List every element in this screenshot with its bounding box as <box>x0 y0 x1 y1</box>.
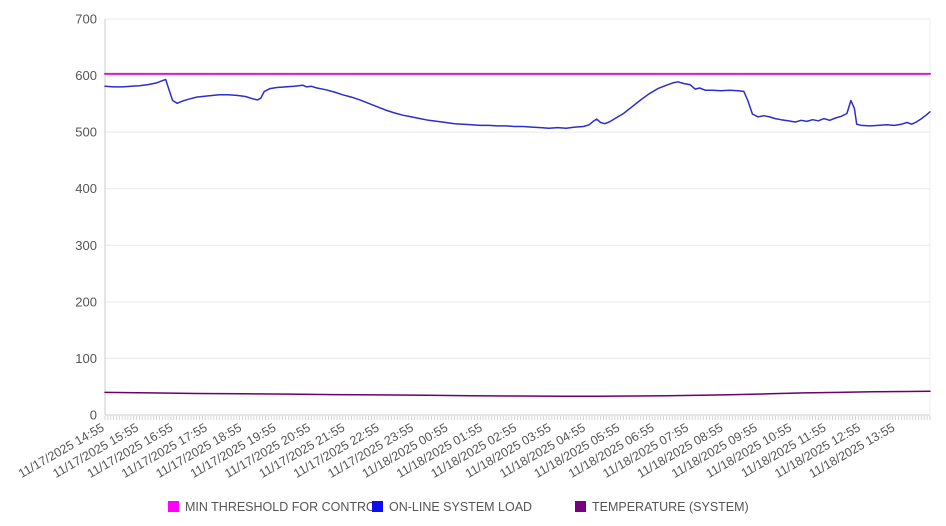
svg-text:400: 400 <box>75 181 97 196</box>
legend-label-online-system-load: ON-LINE SYSTEM LOAD <box>389 499 533 514</box>
svg-text:100: 100 <box>75 351 97 366</box>
legend-label-temperature: TEMPERATURE (SYSTEM) <box>592 499 749 514</box>
online-system-load-swatch-icon <box>372 501 383 512</box>
legend-item-min-threshold[interactable]: MIN THRESHOLD FOR CONTROL <box>168 499 383 514</box>
svg-text:0: 0 <box>90 408 97 423</box>
chart-legend: MIN THRESHOLD FOR CONTROL ON-LINE SYSTEM… <box>0 499 946 517</box>
legend-label-min-threshold: MIN THRESHOLD FOR CONTROL <box>185 499 383 514</box>
svg-text:500: 500 <box>75 125 97 140</box>
legend-item-online-system-load[interactable]: ON-LINE SYSTEM LOAD <box>372 499 532 514</box>
svg-text:300: 300 <box>75 238 97 253</box>
min-threshold-swatch-icon <box>168 501 179 512</box>
legend-item-temperature[interactable]: TEMPERATURE (SYSTEM) <box>575 499 749 514</box>
svg-text:600: 600 <box>75 68 97 83</box>
svg-text:200: 200 <box>75 294 97 309</box>
temperature-swatch-icon <box>575 501 586 512</box>
svg-text:700: 700 <box>75 12 97 27</box>
